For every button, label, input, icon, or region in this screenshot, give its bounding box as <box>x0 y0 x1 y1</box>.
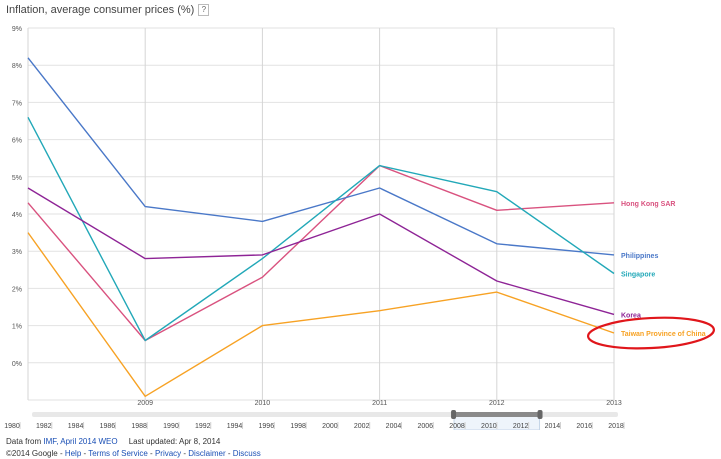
timeline-label: 2006 <box>417 423 433 430</box>
y-tick-label: 3% <box>12 249 22 256</box>
series-label[interactable]: Philippines <box>621 253 658 260</box>
timeline-label: 2002 <box>354 423 370 430</box>
terms-link[interactable]: Terms of Service <box>88 449 148 458</box>
timeline-label: 2000 <box>322 423 338 430</box>
timeline-label: 1992 <box>195 423 211 430</box>
timeline-label: 2012 <box>513 423 529 430</box>
x-tick-label: 2012 <box>489 400 505 407</box>
timeline-label: 1988 <box>131 423 147 430</box>
timeline-handle-left[interactable] <box>451 410 457 419</box>
y-tick-label: 0% <box>12 361 22 368</box>
chart-title: Inflation, average consumer prices (%) <box>6 4 195 16</box>
timeline-label: 1996 <box>259 423 275 430</box>
y-tick-label: 9% <box>12 26 22 33</box>
timeline-label: 2016 <box>576 423 592 430</box>
chart-header: Inflation, average consumer prices (%) ? <box>6 2 210 18</box>
footer-source: Data from IMF, April 2014 WEO Last updat… <box>6 437 220 446</box>
series-line-philippines[interactable] <box>27 57 615 256</box>
inflation-line-chart: 9% 8% 7% 6% 5% 4% 3% 2% 1% 0% 2009 2010 2011 2012 2013… <box>4 26 716 430</box>
x-tick-label: 2011 <box>372 400 387 407</box>
timeline-label: 1982 <box>36 423 52 430</box>
y-tick-label: 1% <box>12 324 22 331</box>
help-icon[interactable]: ? <box>198 4 210 16</box>
y-tick-label: 7% <box>12 100 22 107</box>
x-tick-label: 2010 <box>255 400 271 407</box>
y-tick-label: 6% <box>12 138 22 145</box>
timeline-selected-bar[interactable] <box>454 412 540 417</box>
timeline-label: 1986 <box>100 423 116 430</box>
timeline-handle-right[interactable] <box>537 410 543 419</box>
timeline-label: 2010 <box>481 423 497 430</box>
y-tick-label: 8% <box>12 63 22 70</box>
data-from-label: Data from <box>6 437 42 446</box>
series-line-korea[interactable] <box>27 187 615 316</box>
discuss-link[interactable]: Discuss <box>232 449 261 458</box>
help-link[interactable]: Help <box>64 449 82 458</box>
timeline-label: 1994 <box>227 423 243 430</box>
timeline-label: 2018 <box>608 423 624 430</box>
y-tick-label: 2% <box>12 286 22 293</box>
annotation-ellipse <box>586 316 716 350</box>
timeline-label: 1980 <box>4 423 20 430</box>
source-link[interactable]: IMF, April 2014 WEO <box>43 437 118 446</box>
series-label[interactable]: Korea <box>621 312 641 319</box>
series-label[interactable]: Singapore <box>621 272 655 279</box>
timeline-label: 1998 <box>290 423 306 430</box>
timeline-label: 1990 <box>163 423 179 430</box>
x-tick-label: 2013 <box>606 400 622 407</box>
series-line-taiwan-province-of-china[interactable] <box>27 232 615 397</box>
series-label[interactable]: Hong Kong SAR <box>621 201 675 208</box>
timeline-label: 2014 <box>545 423 561 430</box>
timeline-label: 1984 <box>68 423 84 430</box>
x-tick-label: 2009 <box>137 400 153 407</box>
y-tick-label: 4% <box>12 212 22 219</box>
footer-links: ©2014 Google - Help - Terms of Service -… <box>6 449 261 458</box>
privacy-link[interactable]: Privacy <box>154 449 182 458</box>
last-updated: Last updated: Apr 8, 2014 <box>128 437 221 446</box>
copyright: ©2014 Google <box>6 449 58 458</box>
series-line-hong-kong-sar[interactable] <box>27 164 615 342</box>
series-line-singapore[interactable] <box>27 116 615 342</box>
series-label[interactable]: Taiwan Province of China <box>621 331 706 338</box>
timeline-label: 2004 <box>386 423 402 430</box>
disclaimer-link[interactable]: Disclaimer <box>188 449 226 458</box>
y-tick-label: 5% <box>12 175 22 182</box>
timeline-label: 2008 <box>449 423 465 430</box>
